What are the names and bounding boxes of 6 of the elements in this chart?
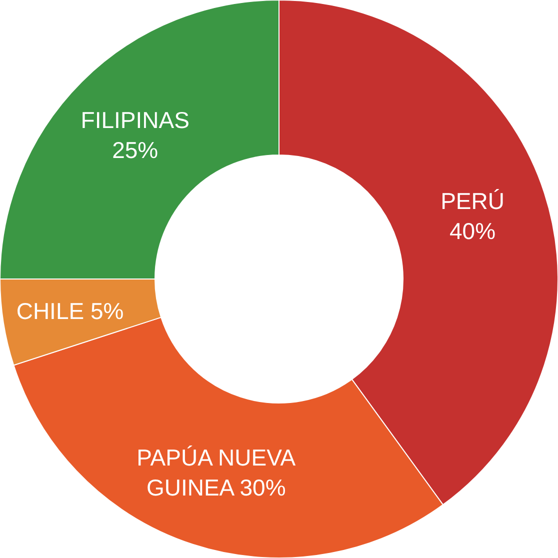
slice-label: PAPÚA NUEVA GUINEA 30%	[136, 444, 296, 501]
data-label: 40%	[450, 218, 496, 244]
slice-label: CHILE 5%	[16, 298, 124, 324]
data-label: 25%	[112, 137, 158, 164]
slice-label: PERÚ	[440, 188, 504, 214]
slice-label: FILIPINAS	[80, 107, 190, 134]
